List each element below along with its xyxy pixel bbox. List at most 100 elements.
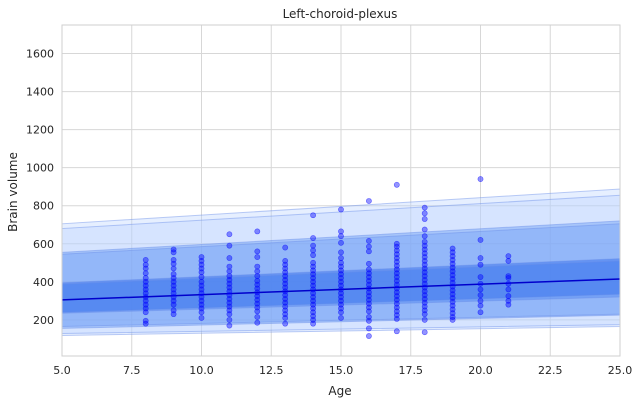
x-tick-label-4: 15.0: [329, 364, 354, 377]
data-point: [338, 239, 344, 246]
data-point: [254, 263, 261, 270]
y-tick-label-0: 200: [33, 314, 54, 327]
data-point: [142, 317, 149, 324]
data-point: [421, 316, 428, 323]
x-tick-label-5: 17.5: [399, 364, 424, 377]
data-point: [170, 271, 177, 278]
data-point: [365, 325, 372, 332]
data-point: [142, 275, 149, 281]
y-tick-label-6: 1400: [26, 86, 54, 99]
data-point: [505, 257, 512, 264]
data-point: [226, 242, 233, 249]
y-tick-label-5: 1200: [26, 124, 54, 137]
data-point: [254, 254, 261, 260]
data-point: [310, 235, 316, 241]
data-point: [254, 319, 261, 326]
data-point: [477, 176, 484, 182]
data-point: [226, 231, 233, 238]
data-point: [338, 315, 344, 321]
data-point: [477, 292, 484, 299]
data-point: [198, 254, 205, 260]
data-point: [310, 212, 316, 219]
data-point: [477, 261, 484, 268]
y-tick-label-7: 1600: [26, 48, 54, 61]
data-point: [393, 181, 400, 188]
data-point: [505, 293, 512, 299]
data-point: [365, 266, 372, 273]
data-point: [421, 329, 428, 336]
data-point: [170, 246, 177, 253]
fit-line: [61, 278, 621, 301]
data-point: [477, 274, 484, 280]
x-tick-label-3: 12.5: [259, 364, 284, 377]
data-point: [421, 210, 428, 217]
data-point: [338, 249, 344, 256]
y-tick-label-1: 400: [33, 276, 54, 289]
data-point: [365, 248, 372, 255]
data-point: [365, 314, 372, 320]
x-axis-label: Age: [328, 384, 351, 398]
data-point: [421, 204, 428, 211]
data-point: [254, 268, 261, 275]
data-point: [254, 314, 261, 320]
data-point: [393, 328, 400, 335]
data-point: [226, 263, 233, 270]
data-point: [421, 233, 428, 240]
x-tick-label-0: 5.0: [53, 364, 71, 377]
x-tick-label-1: 7.5: [123, 364, 141, 377]
data-point: [170, 265, 177, 272]
x-tick-label-7: 22.5: [538, 364, 563, 377]
data-point: [338, 206, 344, 213]
data-point: [421, 226, 428, 233]
data-point: [338, 259, 344, 266]
data-point: [505, 273, 512, 280]
data-point: [254, 248, 261, 255]
data-point: [477, 237, 484, 243]
data-point: [142, 257, 149, 263]
y-tick-label-3: 800: [33, 200, 54, 213]
data-point: [477, 309, 484, 316]
data-point: [338, 228, 344, 235]
data-point: [282, 244, 289, 251]
y-axis-label: Brain volume: [6, 152, 20, 232]
data-point: [505, 275, 512, 281]
data-point: [254, 277, 261, 284]
chart-title: Left-choroid-plexus: [283, 7, 398, 21]
data-point: [393, 240, 400, 247]
data-point: [310, 252, 316, 259]
data-point: [421, 216, 428, 222]
data-point: [477, 280, 484, 287]
data-point: [365, 333, 372, 339]
data-point: [449, 245, 456, 252]
data-point: [365, 260, 372, 267]
data-point: [254, 273, 261, 280]
data-point: [198, 315, 205, 321]
data-point: [282, 257, 289, 264]
y-tick-label-2: 600: [33, 238, 54, 251]
data-point: [477, 255, 484, 261]
data-point: [310, 247, 316, 254]
x-tick-label-6: 20.0: [468, 364, 493, 377]
data-point: [170, 257, 177, 263]
y-tick-label-4: 1000: [26, 162, 54, 175]
data-point: [338, 255, 344, 261]
data-point: [226, 273, 233, 280]
plot-frame: [61, 24, 621, 357]
data-point: [226, 255, 233, 261]
data-point: [338, 233, 344, 240]
data-point: [505, 286, 512, 293]
data-point: [421, 238, 428, 245]
data-point: [198, 274, 205, 280]
data-point: [254, 228, 261, 235]
data-point: [226, 316, 233, 323]
data-point: [365, 198, 372, 204]
data-point: [365, 238, 372, 244]
data-point: [365, 243, 372, 250]
x-tick-label-2: 10.0: [189, 364, 214, 377]
data-point: [198, 278, 205, 285]
data-point: [226, 322, 233, 329]
data-point: [505, 297, 512, 304]
data-point: [477, 302, 484, 309]
